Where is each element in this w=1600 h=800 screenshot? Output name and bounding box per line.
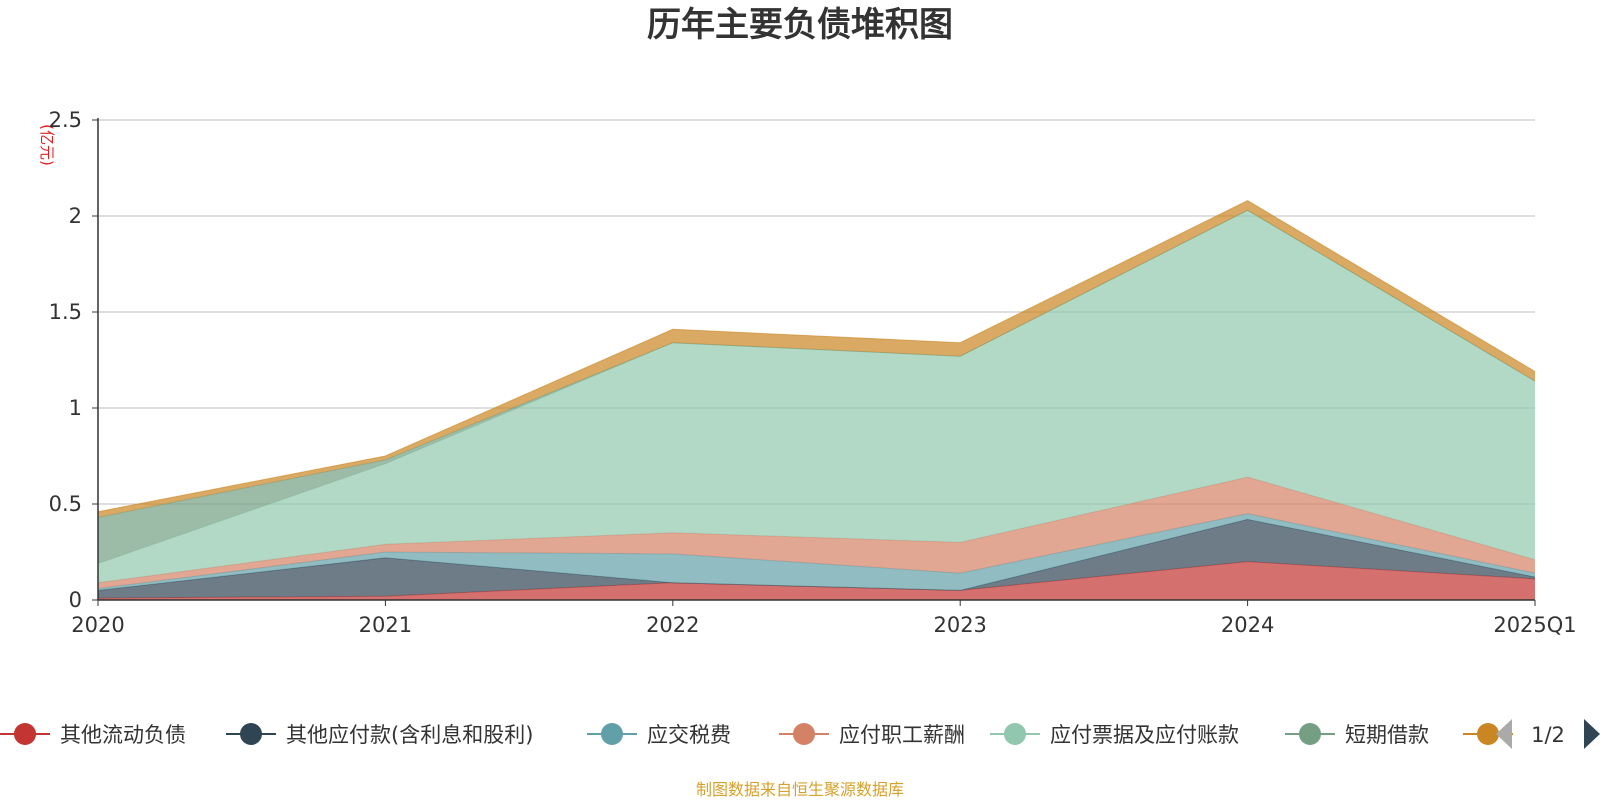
legend-pager: 1/2 bbox=[1496, 719, 1600, 749]
legend-circle-icon bbox=[14, 723, 36, 745]
pager-next-icon[interactable] bbox=[1584, 719, 1600, 749]
legend-label: 应付票据及应付账款 bbox=[1050, 723, 1239, 747]
legend-circle-icon bbox=[1004, 723, 1026, 745]
legend-item-4[interactable]: 应付票据及应付账款 bbox=[990, 723, 1239, 747]
y-tick-label: 0 bbox=[69, 588, 82, 612]
x-tick-label: 2021 bbox=[359, 613, 412, 637]
legend-label: 其他应付款(含利息和股利) bbox=[286, 723, 533, 747]
legend-circle-icon bbox=[601, 723, 623, 745]
legend-label: 其他流动负债 bbox=[60, 723, 186, 747]
series-area-1 bbox=[98, 519, 1535, 599]
x-tick-label: 2022 bbox=[646, 613, 699, 637]
x-tick-label: 2020 bbox=[71, 613, 124, 637]
y-tick-label: 2 bbox=[69, 204, 82, 228]
series-area-0 bbox=[98, 561, 1535, 600]
series-area-2 bbox=[98, 513, 1535, 591]
y-tick-label: 1 bbox=[69, 396, 82, 420]
legend-label: 应交税费 bbox=[647, 723, 731, 747]
series-area-6 bbox=[98, 200, 1535, 518]
series-line-6 bbox=[97, 200, 1536, 513]
legend-item-3[interactable]: 应付职工薪酬 bbox=[779, 723, 965, 747]
legend-item-5[interactable]: 短期借款 bbox=[1285, 723, 1429, 747]
legend-circle-icon bbox=[1299, 723, 1321, 745]
y-axis-unit: (亿元) bbox=[38, 124, 56, 166]
chart-title: 历年主要负债堆积图 bbox=[647, 5, 953, 45]
legend-page-indicator: 1/2 bbox=[1531, 723, 1565, 747]
legend-label: 短期借款 bbox=[1345, 723, 1429, 747]
series-areas bbox=[97, 200, 1536, 600]
x-tick-label: 2023 bbox=[933, 613, 986, 637]
x-tick-label: 2025Q1 bbox=[1493, 613, 1576, 637]
series-area-4 bbox=[98, 210, 1535, 583]
y-tick-label: 0.5 bbox=[49, 492, 82, 516]
x-tick-label: 2024 bbox=[1221, 613, 1274, 637]
pager-prev-icon[interactable] bbox=[1496, 719, 1512, 749]
axes: 0 0.5 1 1.5 2 2.5 2020 2021 2022 2023 2024 2025Q1 bbox=[49, 108, 1577, 637]
legend-item-1[interactable]: 其他应付款(含利息和股利) bbox=[226, 723, 533, 747]
series-area-3 bbox=[98, 477, 1535, 589]
data-source-note: 制图数据来自恒生聚源数据库 bbox=[696, 780, 904, 799]
legend-item-0[interactable]: 其他流动负债 bbox=[0, 723, 186, 747]
legend-circle-icon bbox=[793, 723, 815, 745]
legend: 其他流动负债 其他应付款(含利息和股利) 应交税费 应付职工薪酬 应付票据及应付账款 短期… bbox=[0, 723, 1513, 747]
legend-circle-icon bbox=[1477, 723, 1499, 745]
legend-label: 应付职工薪酬 bbox=[839, 723, 965, 747]
legend-circle-icon bbox=[240, 723, 262, 745]
y-tick-label: 2.5 bbox=[49, 108, 82, 132]
y-tick-label: 1.5 bbox=[49, 300, 82, 324]
legend-item-2[interactable]: 应交税费 bbox=[587, 723, 731, 747]
